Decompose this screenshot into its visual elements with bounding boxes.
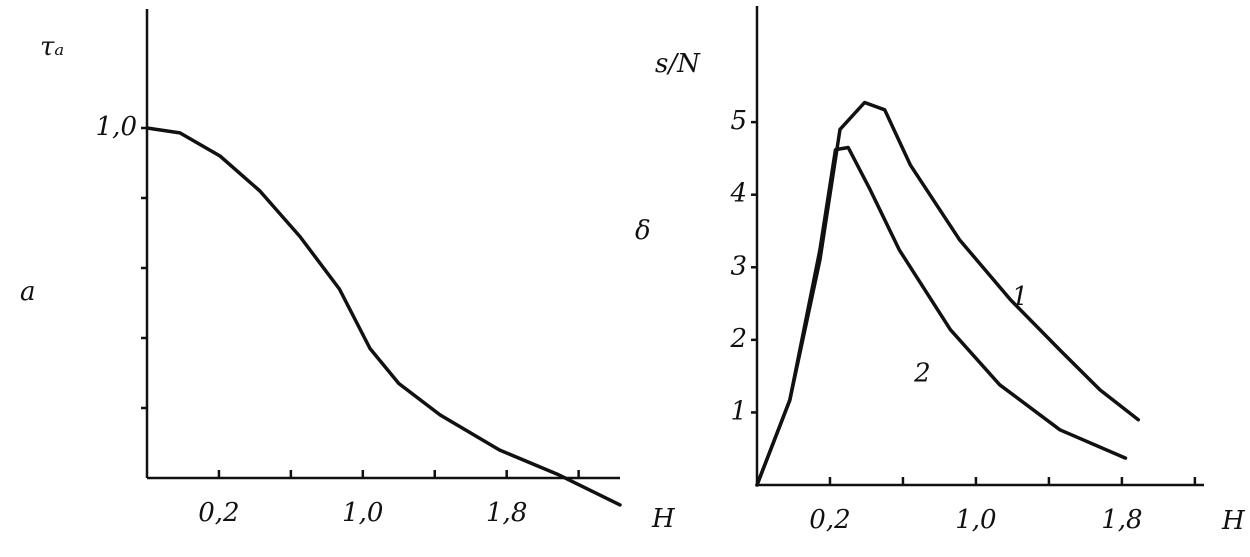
x-axis-label: H	[1221, 506, 1246, 536]
y-tick-label: 3	[730, 251, 747, 281]
curve	[755, 100, 1141, 487]
x-tick-label: 1,0	[342, 498, 383, 528]
y-tick-label: 5	[730, 106, 747, 136]
y-tick-label: 1	[730, 396, 747, 426]
curve-label: 2	[913, 359, 931, 389]
x-tick-label: 1,0	[955, 505, 996, 535]
x-tick-label: 0,2	[809, 505, 850, 535]
x-axis-label: H	[651, 504, 676, 534]
curve	[755, 145, 1128, 487]
curve	[145, 126, 622, 507]
panel-label: a	[20, 277, 36, 307]
y-tick-label: 4	[729, 179, 747, 209]
x-tick-label: 1,8	[486, 498, 527, 528]
panel-label: δ	[635, 216, 651, 246]
x-tick-label: 1,8	[1101, 505, 1142, 535]
y-tick-label: 1,0	[96, 112, 137, 142]
y-tick-label: 2	[729, 324, 747, 354]
x-tick-label: 0,2	[198, 498, 239, 528]
curve-label: 1	[1012, 282, 1029, 312]
y-axis-label: τₐ	[40, 32, 64, 62]
y-axis-label: s/N	[655, 49, 701, 79]
